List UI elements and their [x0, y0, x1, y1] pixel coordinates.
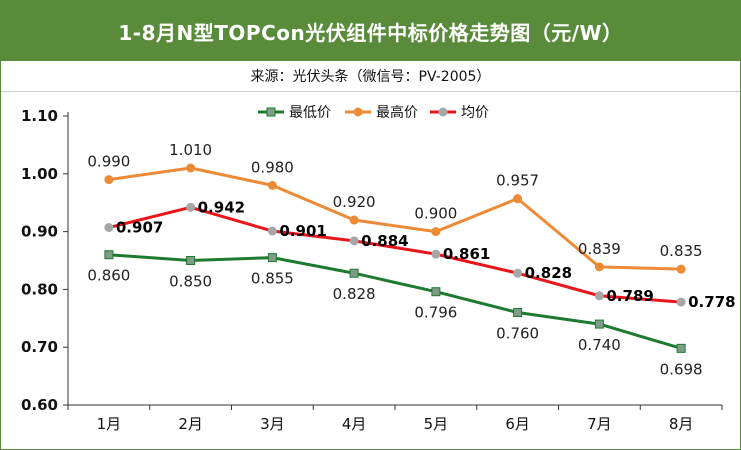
data-point-avg [676, 297, 686, 307]
data-point-max [431, 227, 441, 237]
data-label-min: 0.850 [169, 273, 212, 291]
data-point-max [349, 215, 359, 225]
data-point-min [676, 343, 686, 353]
legend-label-avg: 均价 [461, 105, 489, 121]
data-point-min [594, 319, 604, 329]
x-tick-label: 6月 [505, 415, 530, 433]
legend-marker-max [353, 107, 363, 117]
data-point-avg [104, 223, 114, 233]
data-point-avg [431, 249, 441, 259]
data-label-max: 1.010 [169, 141, 212, 159]
data-label-max: 0.839 [578, 240, 621, 258]
data-label-avg: 0.884 [361, 232, 408, 250]
data-label-min: 0.828 [333, 285, 376, 303]
data-label-max: 0.980 [251, 158, 294, 176]
data-label-avg: 0.942 [198, 198, 245, 216]
y-tick-label: 0.80 [21, 280, 58, 298]
data-label-avg: 0.861 [443, 245, 490, 263]
data-label-max: 0.990 [87, 153, 130, 171]
data-point-min [267, 253, 277, 263]
data-point-max [267, 180, 277, 190]
x-tick-label: 7月 [587, 415, 612, 433]
data-label-min: 0.796 [414, 304, 457, 322]
y-tick-label: 0.60 [21, 396, 58, 414]
legend-label-min: 最低价 [289, 105, 331, 121]
data-point-max [186, 163, 196, 173]
data-label-min: 0.740 [578, 336, 621, 354]
data-point-min [104, 250, 114, 260]
x-tick-label: 4月 [342, 415, 367, 433]
chart-title: 1-8月N型TOPCon光伏组件中标价格走势图（元/W） [118, 20, 623, 45]
x-tick-label: 5月 [424, 415, 449, 433]
data-point-avg [267, 226, 277, 236]
legend-marker-avg [438, 107, 448, 117]
data-point-avg [186, 202, 196, 212]
x-tick-label: 3月 [260, 415, 285, 433]
x-tick-label: 1月 [97, 415, 122, 433]
data-label-max: 0.835 [660, 242, 703, 260]
source-row: 来源：光伏头条（微信号：PV-2005） [1, 61, 740, 92]
legend-label-max: 最高价 [376, 104, 418, 121]
data-point-avg [594, 291, 604, 301]
data-label-max: 0.920 [333, 193, 376, 211]
y-tick-label: 1.00 [21, 165, 58, 183]
data-label-avg: 0.828 [525, 264, 572, 282]
data-point-max [594, 262, 604, 272]
data-label-avg: 0.907 [116, 219, 163, 237]
data-point-max [513, 194, 523, 204]
data-label-min: 0.760 [496, 325, 539, 343]
data-point-min [431, 287, 441, 297]
data-label-min: 0.855 [251, 270, 294, 288]
y-tick-label: 0.70 [21, 338, 58, 356]
data-label-avg: 0.789 [606, 287, 653, 305]
data-label-min: 0.698 [660, 360, 703, 378]
data-point-min [513, 308, 523, 318]
data-point-avg [513, 268, 523, 278]
legend-marker-min [266, 107, 276, 117]
data-point-max [676, 264, 686, 274]
data-label-min: 0.860 [87, 267, 130, 285]
x-tick-label: 8月 [669, 415, 694, 433]
series-line-avg [108, 205, 682, 304]
series-line-max [108, 166, 682, 271]
data-label-avg: 0.901 [279, 222, 326, 240]
y-tick-label: 1.10 [21, 107, 58, 125]
title-bar: 1-8月N型TOPCon光伏组件中标价格走势图（元/W） [1, 1, 740, 61]
data-point-avg [349, 236, 359, 246]
data-point-min [349, 268, 359, 278]
data-label-avg: 0.778 [688, 293, 735, 311]
data-point-min [186, 256, 196, 265]
series-line-min [108, 253, 682, 350]
data-point-max [104, 175, 114, 185]
chart-source: 来源：光伏头条（微信号：PV-2005） [250, 69, 491, 85]
data-label-max: 0.957 [496, 172, 539, 190]
data-label-max: 0.900 [414, 205, 457, 223]
y-tick-label: 0.90 [21, 223, 58, 241]
x-tick-label: 2月 [178, 415, 203, 433]
